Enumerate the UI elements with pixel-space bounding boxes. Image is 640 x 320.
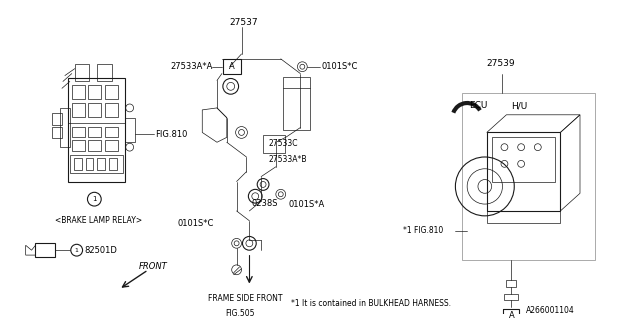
Bar: [72, 140, 84, 151]
Text: A: A: [229, 62, 235, 71]
Text: FRAME SIDE FRONT: FRAME SIDE FRONT: [208, 294, 283, 303]
Bar: [52, 113, 62, 124]
Text: 27533A*A: 27533A*A: [171, 62, 213, 71]
Bar: [109, 158, 117, 170]
Bar: [88, 127, 101, 137]
Text: 0238S: 0238S: [252, 199, 278, 208]
Text: 27539: 27539: [487, 59, 515, 68]
Text: 0101S*C: 0101S*C: [178, 219, 214, 228]
Text: FRONT: FRONT: [138, 262, 167, 271]
Bar: [125, 118, 134, 142]
Bar: [105, 127, 118, 137]
Bar: [35, 243, 55, 257]
Text: *1 It is contained in BULKHEAD HARNESS.: *1 It is contained in BULKHEAD HARNESS.: [291, 299, 451, 308]
Bar: [506, 280, 516, 287]
Text: A266001104: A266001104: [526, 306, 575, 315]
Bar: [487, 211, 561, 223]
Bar: [72, 103, 84, 117]
Bar: [86, 158, 93, 170]
Text: 1: 1: [92, 196, 97, 202]
Bar: [70, 155, 123, 173]
Bar: [75, 64, 90, 81]
Text: FIG.505: FIG.505: [225, 309, 254, 318]
Bar: [52, 127, 62, 138]
Text: 0101S*C: 0101S*C: [322, 62, 358, 71]
Text: A: A: [508, 311, 514, 320]
Bar: [97, 64, 112, 81]
Text: 1: 1: [75, 248, 79, 253]
Text: FIG.810: FIG.810: [155, 130, 188, 139]
Bar: [88, 140, 101, 151]
Bar: [283, 76, 310, 131]
Text: 27537: 27537: [230, 18, 259, 27]
Text: 0101S*A: 0101S*A: [289, 200, 325, 209]
Bar: [88, 85, 101, 99]
Bar: [492, 137, 556, 181]
Bar: [72, 127, 84, 137]
Bar: [504, 294, 518, 300]
Bar: [88, 103, 101, 117]
Bar: [60, 108, 70, 147]
Bar: [74, 158, 81, 170]
Text: 82501D: 82501D: [84, 246, 117, 255]
Bar: [462, 93, 595, 260]
Text: H/U: H/U: [511, 101, 527, 110]
Text: *1 FIG.810: *1 FIG.810: [403, 226, 444, 235]
Bar: [105, 85, 118, 99]
Bar: [504, 309, 519, 320]
Bar: [105, 140, 118, 151]
Bar: [105, 103, 118, 117]
Text: 27533C: 27533C: [269, 139, 298, 148]
Bar: [97, 158, 105, 170]
Bar: [68, 78, 125, 181]
Text: 27533A*B: 27533A*B: [269, 155, 307, 164]
Text: <BRAKE LAMP RELAY>: <BRAKE LAMP RELAY>: [55, 216, 142, 225]
Text: ECU: ECU: [469, 101, 488, 110]
Bar: [487, 132, 561, 211]
Bar: [72, 85, 84, 99]
Bar: [263, 135, 285, 153]
Bar: [223, 59, 241, 74]
